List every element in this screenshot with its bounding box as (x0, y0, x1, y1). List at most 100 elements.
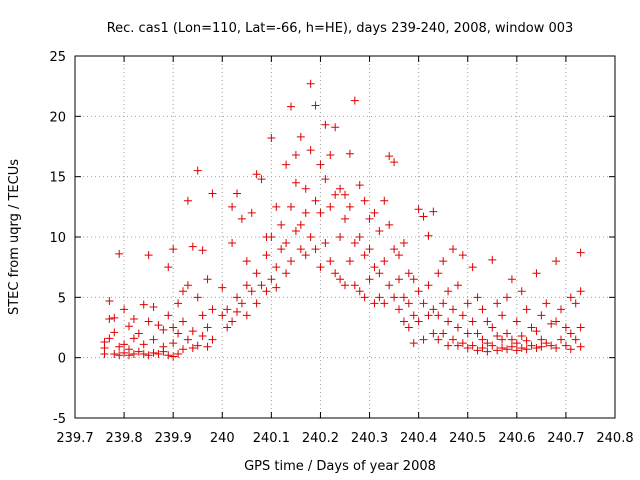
data-point (434, 335, 443, 344)
data-point (453, 281, 462, 290)
data-point (228, 239, 237, 248)
x-tick-label: 240.8 (596, 431, 633, 446)
data-point (115, 342, 124, 351)
data-point (385, 281, 394, 290)
data-point (345, 202, 354, 211)
data-point (331, 269, 340, 278)
data-point (237, 214, 246, 223)
data-point (409, 311, 418, 320)
data-point (527, 341, 536, 350)
data-point (517, 331, 526, 340)
data-point (316, 160, 325, 169)
data-point (105, 296, 114, 305)
data-point (321, 175, 330, 184)
data-point (149, 302, 158, 311)
data-point (429, 207, 438, 216)
data-point (345, 149, 354, 158)
data-point (193, 293, 202, 302)
data-point (429, 329, 438, 338)
data-point (331, 123, 340, 132)
data-point (360, 196, 369, 205)
data-point (566, 345, 575, 354)
data-point (252, 299, 261, 308)
data-point (453, 323, 462, 332)
data-point (287, 257, 295, 266)
data-point (380, 257, 389, 266)
data-point (434, 269, 443, 278)
data-point (336, 184, 345, 193)
data-point (429, 305, 438, 314)
data-point (512, 339, 521, 348)
data-point (120, 348, 129, 357)
data-point (444, 341, 453, 350)
data-point (326, 202, 335, 211)
data-point (115, 249, 124, 258)
data-point (198, 331, 207, 340)
data-point (144, 351, 153, 360)
data-point (301, 208, 310, 217)
data-point (557, 305, 565, 314)
data-point (527, 323, 536, 332)
data-point (154, 350, 163, 359)
data-point (414, 287, 423, 296)
data-point (326, 257, 335, 266)
data-point (557, 335, 565, 344)
data-point (282, 239, 291, 248)
data-point (350, 96, 359, 105)
data-point (198, 246, 207, 255)
data-point (139, 300, 148, 309)
data-point (301, 251, 310, 260)
data-point (218, 311, 227, 320)
axis-ticks (74, 55, 616, 419)
data-point (311, 245, 320, 254)
data-point (272, 263, 281, 272)
x-tick-label: 240.1 (253, 431, 290, 446)
data-point (267, 233, 276, 241)
data-point (439, 299, 448, 308)
data-point (291, 226, 300, 235)
data-point (449, 305, 457, 314)
x-tick-label: 240.6 (498, 431, 535, 446)
grid-lines (75, 56, 615, 418)
data-point (498, 311, 507, 320)
data-point (331, 190, 340, 199)
data-point (100, 337, 109, 346)
data-point (517, 344, 526, 353)
data-point (149, 335, 158, 344)
data-point (345, 257, 354, 266)
data-point (169, 245, 178, 254)
data-point (561, 341, 570, 350)
data-point (444, 287, 453, 296)
data-point (183, 196, 192, 205)
data-point (522, 336, 531, 345)
data-point (203, 275, 212, 284)
data-point (237, 299, 246, 308)
data-point (120, 305, 129, 314)
data-point (321, 120, 330, 129)
data-point (233, 307, 241, 316)
data-point (571, 299, 580, 308)
data-point (380, 299, 389, 308)
data-point (296, 245, 305, 254)
data-point (576, 287, 585, 296)
data-point (174, 350, 183, 359)
data-point (125, 345, 133, 354)
data-point (463, 344, 472, 353)
data-point (341, 214, 349, 223)
data-point (125, 322, 133, 331)
data-point (493, 299, 502, 308)
data-point (522, 305, 531, 314)
data-point (507, 342, 516, 351)
data-point (262, 251, 271, 260)
data-point (233, 189, 241, 198)
data-point (267, 134, 276, 143)
data-point (139, 350, 148, 359)
data-point (561, 323, 570, 332)
data-point (159, 325, 168, 334)
data-point (360, 251, 369, 260)
data-point (233, 293, 241, 302)
data-point (129, 350, 138, 359)
data-point (380, 196, 389, 205)
data-point (463, 299, 472, 308)
data-point (449, 245, 457, 254)
